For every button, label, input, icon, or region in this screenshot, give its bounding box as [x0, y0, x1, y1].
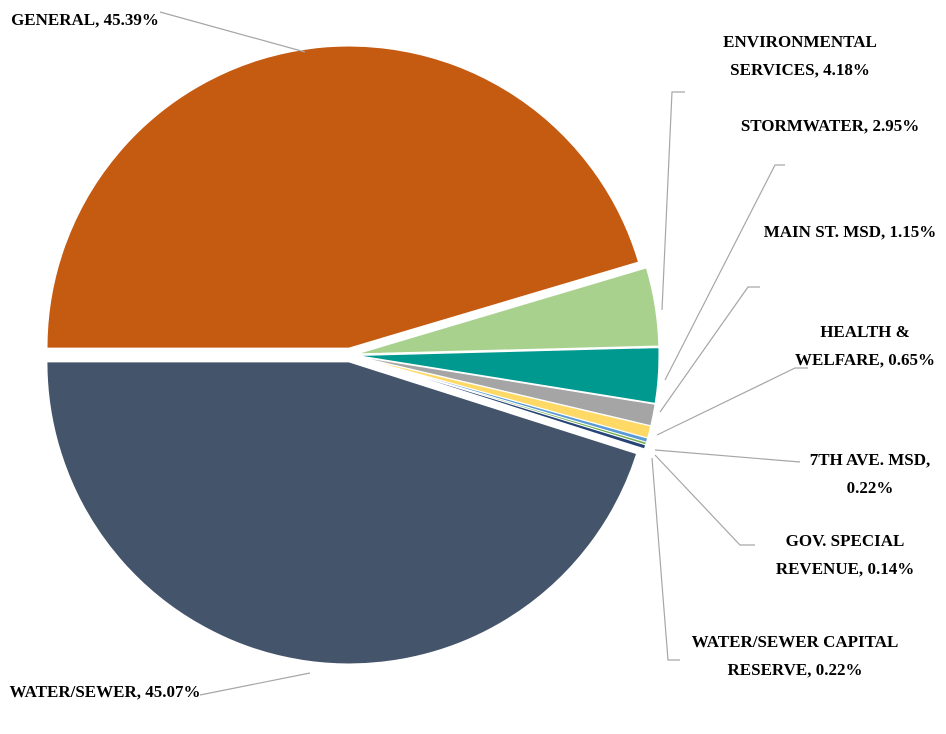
value-label: 0.22%: [815, 660, 863, 679]
data-label: WATER/SEWER, 45.07%: [0, 678, 210, 706]
data-label: ENVIRONMENTAL SERVICES, 4.18%: [680, 28, 920, 84]
category-label: GENERAL,: [11, 10, 100, 29]
category-label: 7TH AVE. MSD,: [809, 450, 931, 469]
value-label: 45.39%: [103, 10, 159, 29]
category-label: WATER/SEWER CAPITAL RESERVE,: [691, 632, 899, 679]
pie-slice: [46, 361, 638, 665]
category-label: GOV. SPECIAL REVENUE,: [775, 531, 905, 578]
leader-line: [651, 457, 680, 661]
data-label: GOV. SPECIAL REVENUE, 0.14%: [745, 527, 945, 583]
value-label: 0.14%: [867, 559, 915, 578]
data-label: MAIN ST. MSD, 1.15%: [760, 218, 940, 246]
pie-slice: [356, 267, 660, 355]
pie-slice: [46, 45, 640, 349]
leader-line: [661, 91, 685, 311]
leader-line: [664, 164, 785, 381]
leader-line: [656, 367, 808, 436]
category-label: ENVIRONMENTAL SERVICES,: [723, 32, 877, 79]
data-label: 7TH AVE. MSD, 0.22%: [790, 446, 946, 502]
data-label: WATER/SEWER CAPITAL RESERVE, 0.22%: [680, 628, 910, 684]
pie-slice: [356, 356, 647, 450]
value-label: 2.95%: [872, 116, 920, 135]
category-label: STORMWATER,: [740, 116, 869, 135]
value-label: 1.15%: [889, 222, 937, 241]
data-label: GENERAL, 45.39%: [10, 6, 160, 34]
leader-line: [654, 454, 755, 546]
leader-line: [659, 286, 760, 413]
leader-line: [654, 449, 801, 463]
category-label: WATER/SEWER,: [9, 682, 141, 701]
value-label: 45.07%: [145, 682, 201, 701]
data-label: STORMWATER, 2.95%: [730, 112, 930, 140]
value-label: 4.18%: [823, 60, 870, 79]
category-label: HEALTH & WELFARE,: [795, 322, 910, 369]
data-label: HEALTH & WELFARE, 0.65%: [780, 318, 946, 374]
leader-line: [159, 11, 306, 53]
pie-slice: [356, 347, 660, 404]
value-label: 0.22%: [846, 478, 894, 497]
category-label: MAIN ST. MSD,: [763, 222, 886, 241]
leader-line: [199, 672, 311, 696]
value-label: 0.65%: [888, 350, 935, 369]
